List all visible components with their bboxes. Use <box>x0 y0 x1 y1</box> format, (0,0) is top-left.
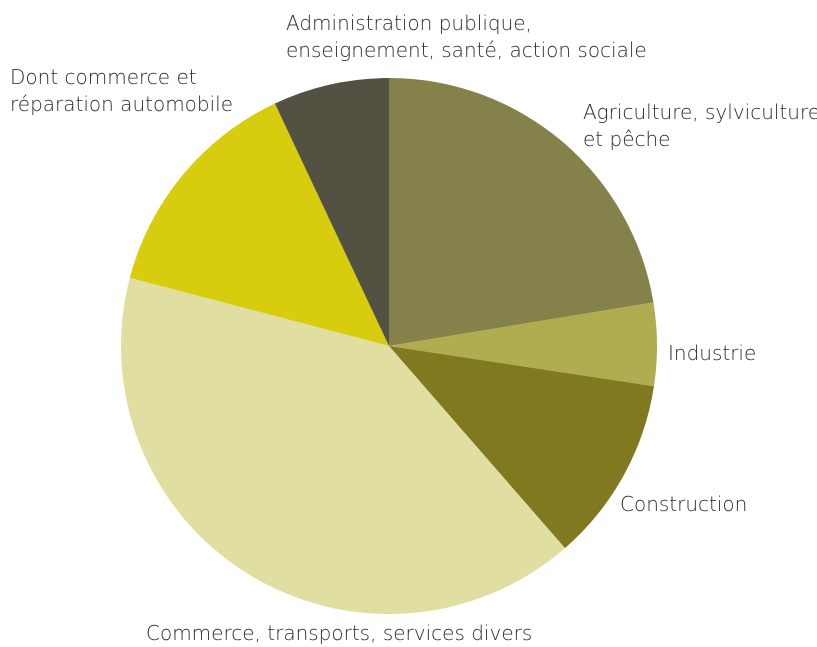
label-agriculture: Agriculture, sylviculture et pêche <box>583 99 817 153</box>
label-commerce-transports-line1: Commerce, transports, services divers <box>146 621 533 645</box>
pie-slice-commerce-automobile <box>129 103 389 346</box>
label-industrie-line1: Industrie <box>668 341 757 365</box>
label-commerce-automobile: Dont commerce et réparation automobile <box>10 64 233 118</box>
pie-slice-commerce-transports <box>120 277 565 614</box>
label-construction-line1: Construction <box>620 492 748 516</box>
label-commerce-automobile-line2: réparation automobile <box>10 92 234 116</box>
label-administration-line1: Administration publique, <box>286 11 532 35</box>
label-construction: Construction <box>620 491 747 518</box>
label-commerce-automobile-line1: Dont commerce et <box>10 65 197 89</box>
pie-slice-administration <box>274 78 389 346</box>
label-commerce-transports: Commerce, transports, services divers <box>146 620 532 647</box>
label-agriculture-line2: et pêche <box>583 127 671 151</box>
pie-slice-construction <box>389 346 654 549</box>
label-agriculture-line1: Agriculture, sylviculture <box>583 100 817 124</box>
pie-slice-agriculture <box>389 78 654 346</box>
label-administration: Administration publique, enseignement, s… <box>286 10 647 64</box>
label-administration-line2: enseignement, santé, action sociale <box>286 38 647 62</box>
pie-slice-industrie <box>389 302 658 387</box>
label-industrie: Industrie <box>668 340 756 367</box>
